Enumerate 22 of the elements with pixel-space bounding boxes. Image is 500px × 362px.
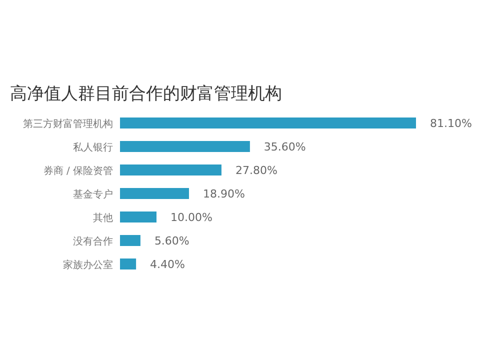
y-tick-label: 券商 / 保险资管 bbox=[43, 165, 113, 177]
data-label: 18.90% bbox=[202, 188, 245, 200]
bar bbox=[120, 118, 416, 128]
chart-title: 高净值人群目前合作的财富管理机构 bbox=[10, 84, 282, 104]
data-label: 5.60% bbox=[154, 234, 190, 248]
y-tick-label: 没有合作 bbox=[73, 236, 113, 248]
y-tick-label: 基金专户 bbox=[73, 188, 113, 200]
data-label: 81.10% bbox=[430, 117, 472, 130]
y-tick-label: 第三方财富管理机构 bbox=[23, 118, 113, 130]
bar bbox=[120, 258, 136, 270]
data-label: 4.40% bbox=[150, 258, 186, 271]
bar bbox=[120, 235, 140, 246]
y-tick-label: 私人银行 bbox=[73, 142, 113, 154]
bar bbox=[120, 141, 250, 152]
y-tick-label: 家族办公室 bbox=[63, 259, 113, 271]
bar bbox=[120, 188, 189, 199]
bar bbox=[120, 164, 222, 176]
y-tick-label: 其他 bbox=[93, 212, 113, 224]
bar bbox=[120, 212, 156, 222]
data-label: 35.60% bbox=[264, 140, 306, 154]
data-label: 10.00% bbox=[170, 211, 212, 224]
data-label: 27.80% bbox=[235, 164, 278, 177]
